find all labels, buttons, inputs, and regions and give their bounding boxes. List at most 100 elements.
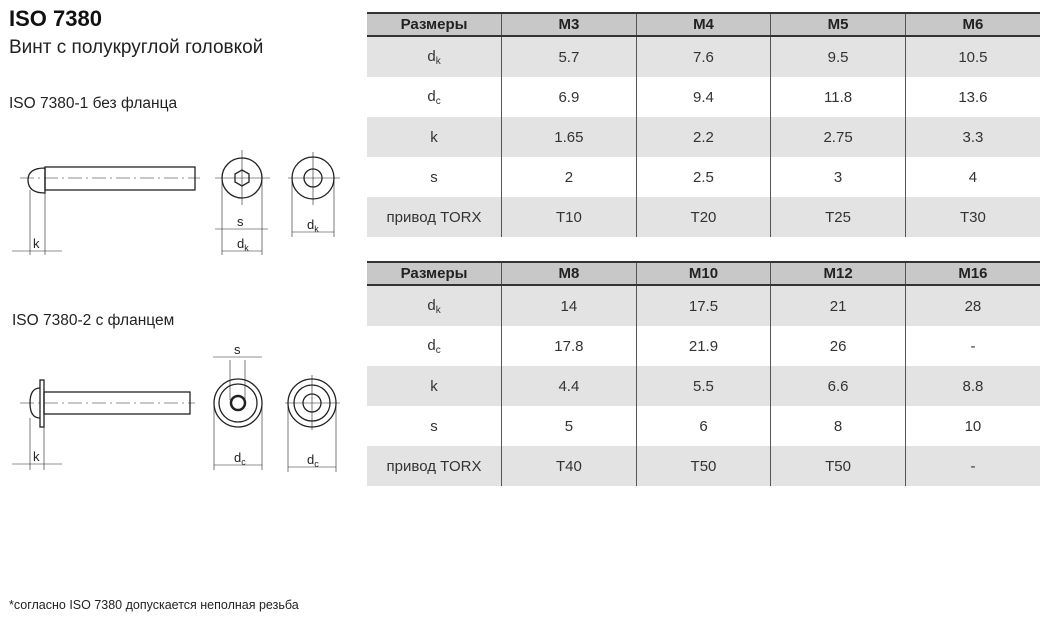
dim-dk-label: dk	[237, 236, 249, 253]
table-cell: 6.6	[770, 366, 906, 406]
row-label: dk	[367, 36, 502, 77]
dim-s-label: s	[237, 214, 244, 229]
table-cell: 3.3	[904, 117, 1040, 157]
dim-s-label: s	[234, 342, 241, 357]
table-cell: 11.8	[770, 77, 906, 117]
table-cell: T50	[635, 446, 771, 486]
row-label: k	[367, 117, 502, 157]
row-label-text: s	[430, 168, 438, 186]
table-cell: 6.9	[501, 77, 637, 117]
table-cell: 4.4	[501, 366, 637, 406]
table-cell: 10.5	[904, 36, 1040, 77]
page-subtitle: Винт с полукруглой головкой	[9, 37, 264, 58]
column-header-size: M3	[501, 12, 637, 37]
table-cell: 14	[501, 285, 637, 326]
table-cell: 21	[770, 285, 906, 326]
row-label-subscript: c	[435, 95, 441, 107]
table-row: привод TORX T10 T20 T25 T30	[367, 197, 1040, 237]
table-row: k 4.4 5.5 6.6 8.8	[367, 366, 1040, 406]
table-cell: T10	[501, 197, 637, 237]
table-header-row: Размеры M3 M4 M5 M6	[367, 12, 1040, 37]
dim-dc-label: dc	[234, 450, 246, 467]
column-header-dimensions: Размеры	[367, 261, 502, 286]
table-row: dc 6.9 9.4 11.8 13.6	[367, 77, 1040, 117]
column-header-size: M10	[635, 261, 771, 286]
table-header-row: Размеры M8 M10 M12 M16	[367, 261, 1040, 286]
screw1-side-view: k	[12, 166, 200, 255]
table-row: k 1.65 2.2 2.75 3.3	[367, 117, 1040, 157]
row-label: dk	[367, 285, 502, 326]
row-label-text: d	[427, 336, 436, 354]
table-cell: 7.6	[635, 36, 771, 77]
table-cell: 5.5	[635, 366, 771, 406]
footnote: *согласно ISO 7380 допускается неполная …	[9, 598, 299, 612]
screw-drawings: k s dk dk k	[12, 150, 340, 472]
row-label: dc	[367, 77, 502, 117]
table-cell: T25	[770, 197, 906, 237]
row-label-text: d	[427, 296, 436, 314]
table-cell: 17.8	[501, 326, 637, 366]
table-cell: -	[904, 326, 1040, 366]
table-cell: 26	[770, 326, 906, 366]
dim-dc-label: dc	[307, 452, 319, 469]
row-label-subscript: c	[435, 344, 441, 356]
table-row: s 2 2.5 3 4	[367, 157, 1040, 197]
screw2-torx-view: dc	[285, 375, 340, 472]
table-cell: 10	[904, 406, 1040, 446]
page-title: ISO 7380	[9, 6, 102, 31]
table-cell: 1.65	[501, 117, 637, 157]
table-cell: T20	[635, 197, 771, 237]
column-header-size: M12	[770, 261, 906, 286]
screw2-side-view: k	[12, 379, 195, 470]
table-cell: 13.6	[904, 77, 1040, 117]
table-cell: 9.5	[770, 36, 906, 77]
row-label: привод TORX	[367, 446, 502, 486]
dim-k-label: k	[33, 236, 40, 251]
column-header-size: M8	[501, 261, 637, 286]
row-label: s	[367, 406, 502, 446]
screw2-hex-view: s dc	[213, 342, 263, 470]
row-label-text: d	[427, 87, 436, 105]
table-cell: 6	[635, 406, 771, 446]
table-cell: 21.9	[635, 326, 771, 366]
dimensions-table-m8-m16: Размеры M8 M10 M12 M16 dk 14 17.5 21 28 dc 17.8 21.9…	[367, 261, 1040, 486]
row-label: dc	[367, 326, 502, 366]
dim-dk-label: dk	[307, 217, 319, 234]
row-label-text: d	[427, 47, 436, 65]
table-cell: 9.4	[635, 77, 771, 117]
table-cell: T40	[501, 446, 637, 486]
table-row: dk 5.7 7.6 9.5 10.5	[367, 36, 1040, 77]
table-cell: 8.8	[904, 366, 1040, 406]
column-header-dimensions: Размеры	[367, 12, 502, 37]
table-cell: 5	[501, 406, 637, 446]
table-cell: T50	[770, 446, 906, 486]
table-cell: 8	[770, 406, 906, 446]
table-cell: -	[904, 446, 1040, 486]
table-cell: 2.2	[635, 117, 771, 157]
row-label-subscript: k	[435, 55, 441, 67]
table-cell: 4	[904, 157, 1040, 197]
column-header-size: M6	[904, 12, 1040, 37]
table-row: dc 17.8 21.9 26-	[367, 326, 1040, 366]
row-label-text: k	[430, 128, 438, 146]
row-label-subscript: k	[435, 304, 441, 316]
screw1-torx-view: dk	[288, 152, 340, 237]
row-label: привод TORX	[367, 197, 502, 237]
table-cell: 17.5	[635, 285, 771, 326]
variant2-caption: ISO 7380-2 с фланцем	[12, 312, 175, 329]
table-cell: 2.75	[770, 117, 906, 157]
table-cell: T30	[904, 197, 1040, 237]
table-row: dk 14 17.5 21 28	[367, 285, 1040, 326]
variant1-caption: ISO 7380-1 без фланца	[9, 95, 178, 112]
dim-k-label: k	[33, 449, 40, 464]
table-cell: 3	[770, 157, 906, 197]
row-label-text: привод TORX	[386, 208, 482, 226]
row-label: s	[367, 157, 502, 197]
row-label: k	[367, 366, 502, 406]
table-cell: 28	[904, 285, 1040, 326]
dimensions-table-m3-m6: Размеры M3 M4 M5 M6 dk 5.7 7.6 9.5 10.5 dc 6.9 9.4 11…	[367, 12, 1040, 237]
column-header-size: M5	[770, 12, 906, 37]
table-cell: 2.5	[635, 157, 771, 197]
table-cell: 5.7	[501, 36, 637, 77]
table-row: привод TORX T40 T50 T50-	[367, 446, 1040, 486]
